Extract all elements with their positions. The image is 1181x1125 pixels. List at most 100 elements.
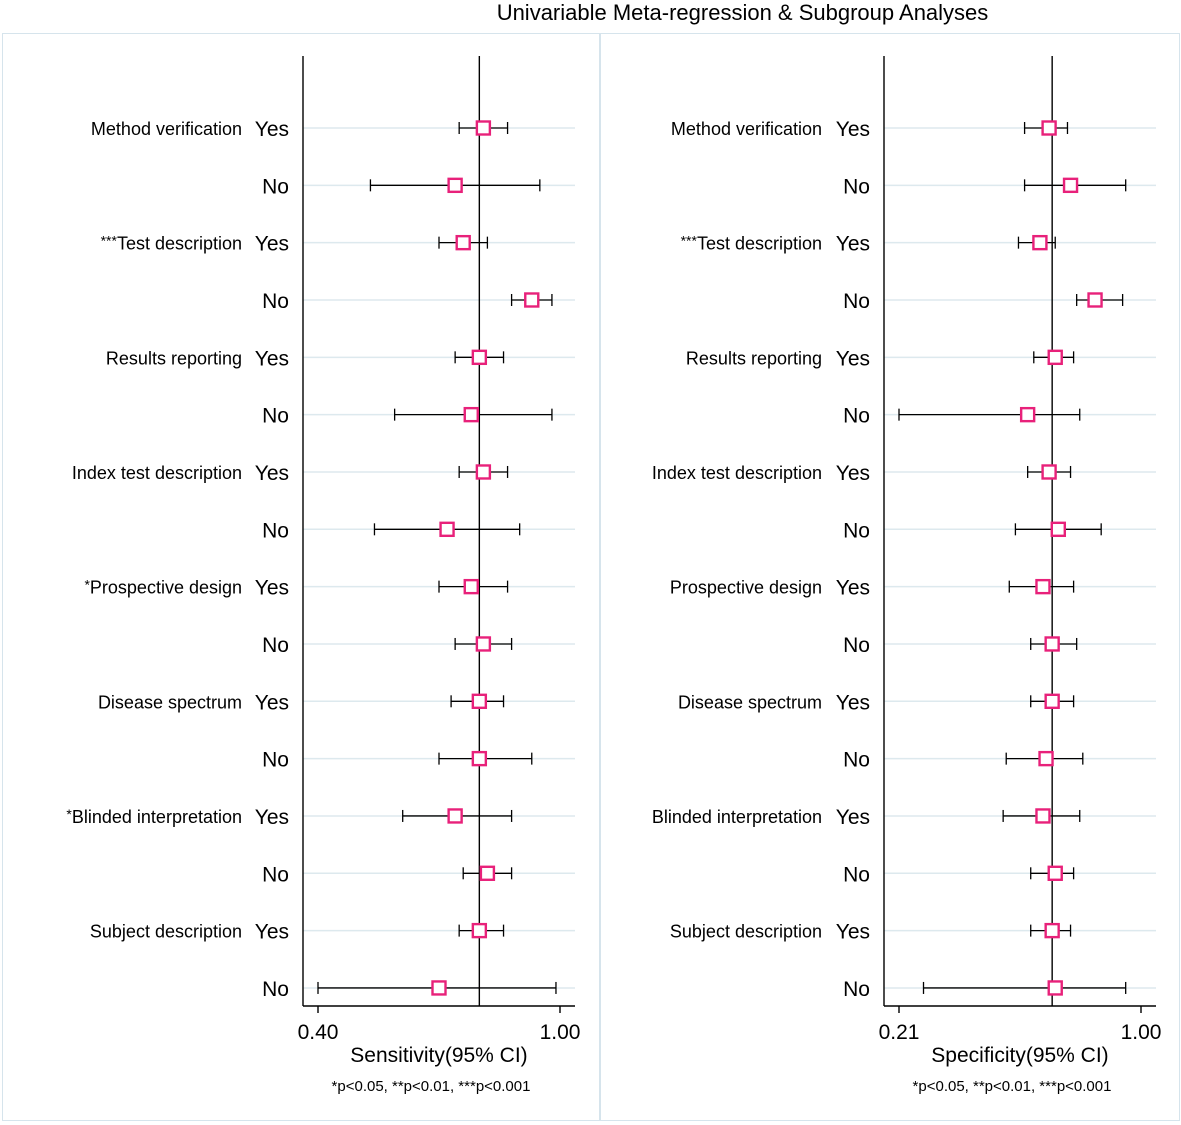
row-group-label: ***Test description — [681, 233, 822, 254]
row-level-label: Yes — [255, 118, 289, 141]
forest-panel-specificity: 0.21 1.00 Specificity(95% CI) *p<0.05, **p<… — [652, 56, 1162, 1095]
row-level-label: Yes — [255, 577, 289, 600]
point-estimate — [1047, 865, 1063, 881]
point-estimate — [1050, 521, 1066, 538]
point-estimate — [1047, 349, 1063, 366]
row-level-label: No — [262, 863, 289, 886]
point-estimate — [475, 464, 492, 480]
footnote: *p<0.05, **p<0.01, ***p<0.001 — [913, 1078, 1112, 1095]
row-group-label: *Prospective design — [84, 577, 242, 598]
point-estimate — [475, 120, 492, 136]
row-level-label: Yes — [836, 347, 870, 370]
group-label-text: Test description — [117, 234, 242, 254]
point-estimate — [1087, 292, 1103, 308]
row-level-label: No — [843, 634, 870, 657]
point-estimate — [463, 406, 479, 423]
point-estimate — [1047, 980, 1063, 996]
row-level-label: No — [843, 175, 870, 198]
row-group-label: Disease spectrum — [678, 692, 822, 712]
significance-stars: *** — [681, 233, 698, 249]
row-level-label: Yes — [836, 233, 870, 256]
significance-stars: *** — [101, 233, 118, 249]
row-level-label: No — [843, 978, 870, 1001]
point-estimate — [447, 808, 463, 824]
row-level-label: Yes — [836, 462, 870, 485]
row-group-label: Disease spectrum — [98, 692, 242, 712]
point-estimate — [1035, 578, 1051, 595]
row-group-label: Method verification — [91, 119, 242, 139]
point-estimate — [455, 234, 471, 251]
point-estimate — [439, 521, 455, 538]
forest-panel-sensitivity: 0.40 1.00 Sensitivity(95% CI) *p<0.05, **p<… — [66, 56, 580, 1095]
point-estimate — [1044, 922, 1060, 939]
x-tick-label: 1.00 — [1121, 1021, 1162, 1044]
row-level-label: Yes — [255, 347, 289, 370]
row-group-label: Index test description — [652, 463, 822, 483]
group-label-text: Prospective design — [90, 578, 242, 598]
row-level-label: No — [843, 405, 870, 428]
row-group-label: Prospective design — [670, 578, 822, 598]
row-level-label: Yes — [255, 691, 289, 714]
point-estimate — [471, 922, 488, 939]
row-level-label: No — [843, 749, 870, 772]
point-estimate — [471, 750, 488, 767]
row-level-label: Yes — [836, 691, 870, 714]
x-axis-title: Specificity(95% CI) — [931, 1044, 1108, 1067]
significance-stars: * — [84, 577, 90, 593]
page-title: Univariable Meta-regression & Subgroup A… — [0, 0, 1181, 26]
row-group-label: Method verification — [671, 119, 822, 139]
row-level-label: No — [262, 290, 289, 313]
row-level-label: Yes — [255, 921, 289, 944]
x-axis-title: Sensitivity(95% CI) — [350, 1044, 527, 1067]
point-estimate — [431, 980, 447, 996]
right-panel-frame — [600, 33, 1180, 1121]
footnote: *p<0.05, **p<0.01, ***p<0.001 — [332, 1078, 531, 1095]
point-estimate — [475, 636, 492, 652]
row-level-label: No — [843, 863, 870, 886]
figure-title: Univariable Meta-regression & Subgroup A… — [496, 0, 989, 25]
row-level-label: No — [262, 634, 289, 657]
point-estimate — [1035, 808, 1051, 824]
point-estimate — [1044, 693, 1060, 709]
row-level-label: No — [262, 749, 289, 772]
group-label-text: Blinded interpretation — [72, 807, 242, 827]
point-estimate — [1044, 636, 1060, 652]
row-level-label: Yes — [836, 921, 870, 944]
point-estimate — [524, 292, 540, 308]
row-level-label: No — [843, 519, 870, 542]
row-group-label: *Blinded interpretation — [66, 806, 242, 827]
row-level-label: No — [262, 175, 289, 198]
point-estimate — [1038, 750, 1054, 767]
row-level-label: Yes — [255, 233, 289, 256]
row-level-label: Yes — [255, 806, 289, 829]
row-group-label: ***Test description — [101, 233, 242, 254]
row-level-label: No — [262, 978, 289, 1001]
row-level-label: No — [262, 519, 289, 542]
row-level-label: Yes — [836, 806, 870, 829]
point-estimate — [1062, 177, 1079, 194]
significance-stars: * — [66, 806, 72, 822]
point-estimate — [479, 865, 496, 881]
point-estimate — [463, 578, 479, 595]
row-level-label: Yes — [836, 577, 870, 600]
x-tick-label: 0.21 — [879, 1021, 920, 1044]
point-estimate — [471, 349, 488, 366]
point-estimate — [1041, 120, 1057, 136]
row-group-label: Subject description — [670, 922, 822, 942]
x-tick-label: 1.00 — [540, 1021, 581, 1044]
row-level-label: Yes — [255, 462, 289, 485]
row-group-label: Subject description — [90, 922, 242, 942]
row-group-label: Index test description — [72, 463, 242, 483]
row-level-label: No — [843, 290, 870, 313]
point-estimate — [1019, 406, 1036, 423]
point-estimate — [447, 177, 463, 194]
point-estimate — [471, 693, 488, 709]
row-group-label: Results reporting — [686, 348, 822, 368]
row-group-label: Results reporting — [106, 348, 242, 368]
row-group-label: Blinded interpretation — [652, 807, 822, 827]
point-estimate — [1032, 234, 1048, 251]
group-label-text: Test description — [697, 234, 822, 254]
left-panel-frame — [2, 33, 600, 1121]
x-tick-label: 0.40 — [298, 1021, 339, 1044]
